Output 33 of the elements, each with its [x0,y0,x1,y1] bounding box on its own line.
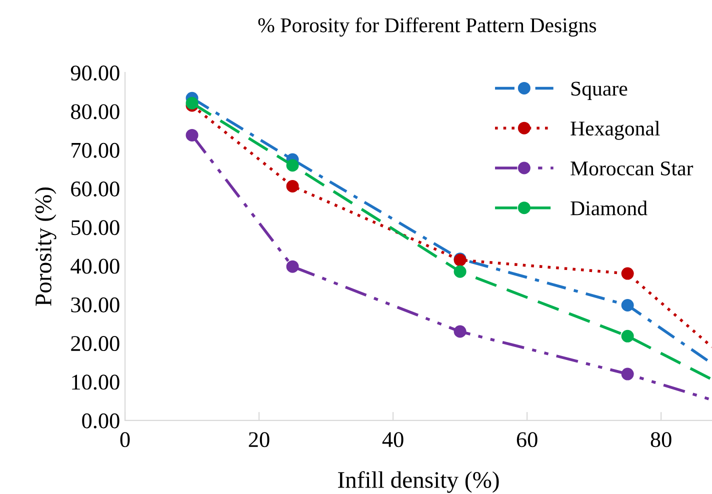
y-tick-label: 50.00 [71,220,120,236]
point [621,330,634,342]
x-tick-label: 20 [248,432,270,448]
y-tick-label: 40.00 [70,258,120,274]
point [186,96,198,110]
legend-label: Moroccan Star [570,161,694,176]
y-tick-label: 80.00 [71,104,120,120]
y-tick-label: 60.00 [71,181,120,197]
y-tick-label: 20.00 [71,336,120,352]
x-tick-label: 40 [382,432,404,448]
legend-label: Diamond [570,200,648,216]
point [286,260,299,273]
point [621,368,634,380]
y-tick-label: 0.00 [82,413,120,428]
point [621,298,634,312]
x-tick-label: 0 [120,432,130,448]
point [621,267,634,280]
x-tick-label: 60 [516,432,538,448]
point [186,128,198,142]
y-axis-title: Porosity (%) [34,188,56,306]
point [286,159,299,172]
y-tick-label: 90.00 [70,66,120,81]
legend-label: Hexagonal [570,120,660,140]
chart-title: % Porosity for Different Pattern Designs [258,17,596,37]
x-axis-title: Infill density (%) [338,471,499,493]
legend-label: Square [571,82,628,100]
point [286,180,299,192]
point [454,265,466,278]
x-tick-label: 80 [650,432,672,448]
y-tick-label: 10.00 [72,374,120,390]
point [454,325,466,338]
y-tick-label: 30.00 [71,297,120,312]
y-tick-label: 70.00 [72,142,120,158]
